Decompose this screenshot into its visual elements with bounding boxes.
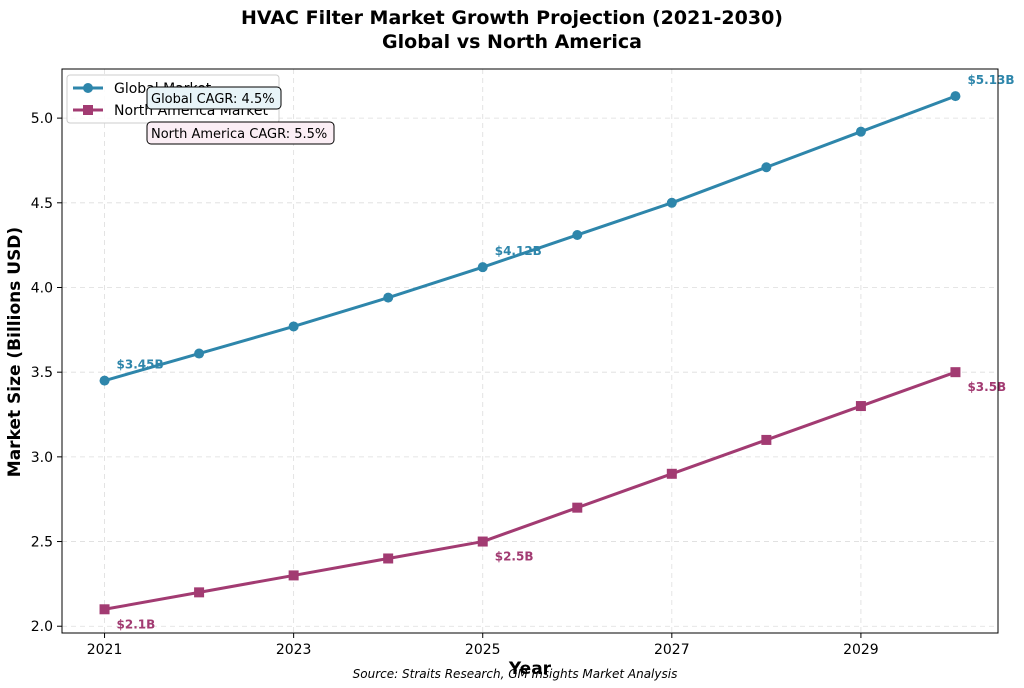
data-point xyxy=(288,321,299,332)
data-point xyxy=(761,434,772,445)
legend-swatch-marker xyxy=(83,83,93,93)
data-point xyxy=(477,536,488,547)
data-point xyxy=(288,570,299,581)
data-point xyxy=(194,348,205,359)
data-point xyxy=(99,375,110,386)
data-point xyxy=(383,553,394,564)
cagr-box xyxy=(146,86,282,110)
data-point xyxy=(194,587,205,598)
data-point xyxy=(99,604,110,615)
x-tick-label: 2029 xyxy=(843,642,879,658)
y-tick-label: 5.0 xyxy=(31,111,53,127)
x-tick-label: 2027 xyxy=(654,642,690,658)
cagr-box xyxy=(146,121,335,145)
source-note: Source: Straits Research, GM Insights Ma… xyxy=(352,667,678,681)
data-point xyxy=(572,502,583,513)
data-point xyxy=(855,401,866,412)
series-layer xyxy=(99,91,961,615)
data-point xyxy=(855,126,866,137)
series-line-north-america xyxy=(104,370,956,611)
data-label: $3.5B xyxy=(967,380,1006,394)
cagr-annotations: Global CAGR: 4.5% North America CAGR: 5.5… xyxy=(146,86,335,145)
data-label: $2.5B xyxy=(495,550,534,564)
data-point xyxy=(761,162,772,173)
x-tick-label: 2021 xyxy=(87,642,123,658)
data-label: $2.1B xyxy=(117,617,156,631)
cagr-text: North America CAGR: 5.5% xyxy=(151,127,327,142)
x-tick-label: 2023 xyxy=(276,642,312,658)
cagr-text: Global CAGR: 4.5% xyxy=(151,92,275,107)
chart-subtitle: Global vs North America xyxy=(382,31,642,53)
data-point xyxy=(950,367,961,378)
data-point xyxy=(477,262,488,273)
y-tick-label: 2.0 xyxy=(31,619,53,635)
chart-title: HVAC Filter Market Growth Projection (20… xyxy=(241,7,783,29)
data-labels: $3.45B $4.12B $5.13B $2.1B $2.5B $3.5B xyxy=(117,73,1015,631)
y-tick-label: 4.5 xyxy=(31,196,53,212)
data-point xyxy=(572,229,583,240)
y-axis-label: Market Size (Billions USD) xyxy=(5,227,25,477)
y-tick-label: 3.0 xyxy=(31,450,53,466)
data-point xyxy=(666,468,677,479)
series-line-global xyxy=(104,94,956,383)
data-point xyxy=(383,292,394,303)
data-label: $5.13B xyxy=(967,73,1014,87)
y-tick-label: 2.5 xyxy=(31,535,53,551)
data-point xyxy=(666,197,677,208)
data-point xyxy=(950,91,961,102)
y-tick-label: 4.0 xyxy=(31,280,53,296)
data-label: $3.45B xyxy=(117,358,164,372)
plot-frame xyxy=(61,68,999,634)
y-tick-label: 3.5 xyxy=(31,365,53,381)
data-label: $4.12B xyxy=(495,244,542,258)
axis-ticks: 2021 2023 2025 2027 2029 2.0 2.5 3.0 3.5 4.0 4.5 5.… xyxy=(31,111,879,658)
x-axis-label: Year xyxy=(508,659,552,679)
legend-swatch-marker xyxy=(83,105,93,115)
x-tick-label: 2025 xyxy=(465,642,501,658)
